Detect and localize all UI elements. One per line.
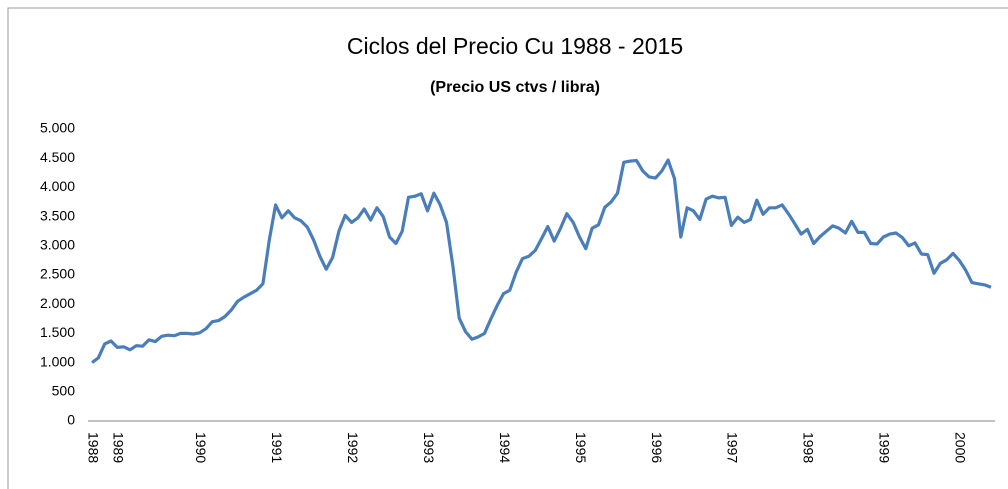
x-tick-label: 1989 (111, 432, 127, 463)
y-tick-label: 0 (67, 412, 75, 428)
x-tick-label: 1991 (269, 432, 285, 463)
x-tick-label: 1999 (877, 432, 893, 463)
chart-border (7, 7, 1008, 489)
line-series (91, 158, 992, 364)
x-tick-label: 1988 (85, 432, 101, 463)
y-tick-label: 1.500 (40, 324, 75, 340)
x-tick-label: 1997 (725, 432, 741, 463)
x-tick-label: 1996 (649, 432, 665, 463)
y-tick-label: 2.000 (40, 295, 75, 311)
y-tick-label: 3.000 (40, 237, 75, 253)
y-tick-label: 4.000 (40, 178, 75, 194)
y-tick-label: 2.500 (40, 266, 75, 282)
x-tick-label: 2000 (953, 432, 969, 463)
x-tick-label: 1994 (497, 432, 513, 463)
y-tick-label: 500 (52, 383, 76, 399)
chart-title: Ciclos del Precio Cu 1988 - 2015 (347, 33, 683, 59)
y-tick-label: 1.000 (40, 353, 75, 369)
x-tick-label: 1990 (193, 432, 209, 463)
x-tick-label: 1992 (345, 432, 361, 463)
y-tick-label: 4.500 (40, 149, 75, 165)
x-tick-label: 1998 (801, 432, 817, 463)
x-tick-label: 1995 (573, 432, 589, 463)
x-tick-label: 1993 (421, 432, 437, 463)
y-tick-label: 5.000 (40, 120, 75, 136)
chart-subtitle: (Precio US ctvs / libra) (430, 79, 600, 96)
y-tick-label: 3.500 (40, 207, 75, 223)
